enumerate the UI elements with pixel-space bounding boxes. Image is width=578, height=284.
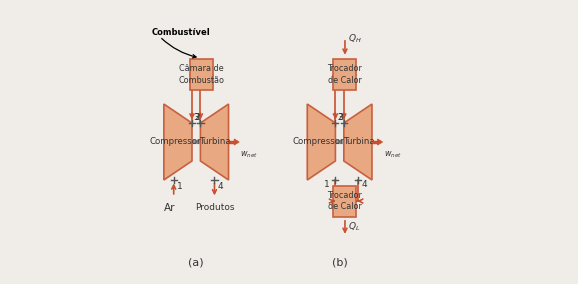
- Text: Compressor: Compressor: [293, 137, 344, 147]
- Text: Ar: Ar: [164, 203, 175, 213]
- Text: Produtos: Produtos: [195, 203, 234, 212]
- Text: 1: 1: [176, 183, 182, 191]
- Text: Compressor: Compressor: [149, 137, 201, 147]
- Polygon shape: [307, 104, 335, 180]
- FancyBboxPatch shape: [190, 59, 213, 90]
- Text: $w_{net}$: $w_{net}$: [384, 149, 402, 160]
- Polygon shape: [201, 104, 228, 180]
- Text: (b): (b): [332, 257, 347, 267]
- Text: 4: 4: [362, 180, 368, 189]
- Text: 1: 1: [324, 180, 329, 189]
- Text: Trocador
de Calor: Trocador de Calor: [328, 64, 362, 85]
- Polygon shape: [164, 104, 192, 180]
- Text: 2: 2: [338, 113, 343, 122]
- Text: Turbina: Turbina: [200, 137, 232, 147]
- Polygon shape: [344, 104, 372, 180]
- Text: $Q_L$: $Q_L$: [348, 221, 360, 233]
- Text: Câmara de
Combustão: Câmara de Combustão: [179, 64, 224, 85]
- FancyBboxPatch shape: [334, 59, 357, 90]
- Polygon shape: [377, 139, 383, 145]
- FancyBboxPatch shape: [334, 185, 357, 216]
- Polygon shape: [234, 139, 239, 145]
- Text: Trocador
de Calor: Trocador de Calor: [328, 191, 362, 212]
- Text: $w_{net}$: $w_{net}$: [240, 149, 258, 160]
- Text: Turbina: Turbina: [343, 137, 375, 147]
- Text: $Q_H$: $Q_H$: [348, 33, 361, 45]
- Text: 3: 3: [337, 113, 343, 122]
- Text: (a): (a): [188, 257, 204, 267]
- Text: Combustível: Combustível: [152, 28, 210, 37]
- Text: 2: 2: [194, 113, 200, 122]
- Text: 3: 3: [194, 113, 199, 122]
- Text: 4: 4: [217, 183, 223, 191]
